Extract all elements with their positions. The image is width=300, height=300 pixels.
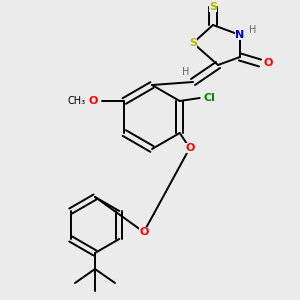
Text: CH₃: CH₃ xyxy=(67,96,85,106)
Text: H: H xyxy=(249,25,257,35)
Text: O: O xyxy=(88,96,98,106)
Text: N: N xyxy=(236,30,244,40)
Text: S: S xyxy=(209,2,217,12)
Text: O: O xyxy=(185,143,194,153)
Text: O: O xyxy=(263,58,273,68)
Text: Cl: Cl xyxy=(204,93,216,103)
Text: S: S xyxy=(189,38,197,48)
Text: O: O xyxy=(139,227,148,237)
Text: H: H xyxy=(182,67,190,77)
